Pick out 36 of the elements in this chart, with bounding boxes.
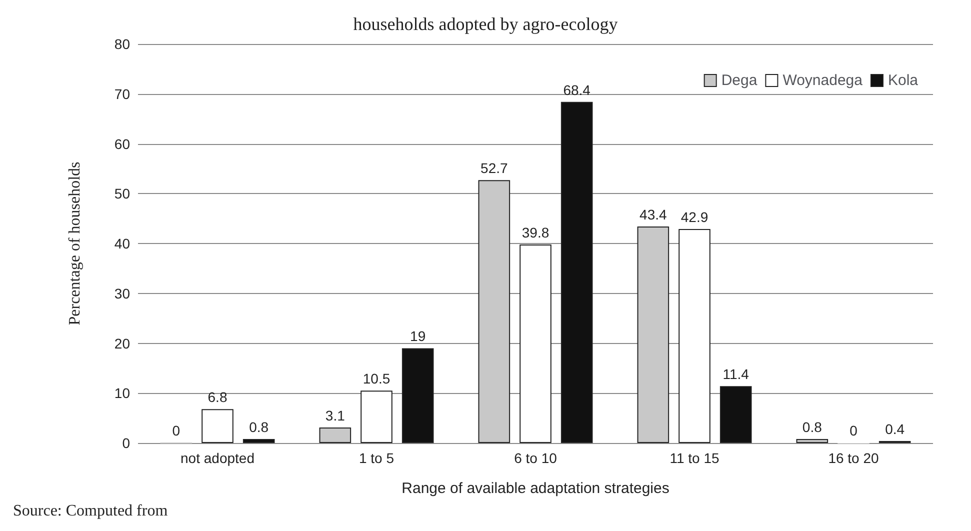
- data-label: 6.8: [208, 389, 228, 406]
- x-tick-label: not adopted: [180, 450, 254, 466]
- y-tick-label: 60: [114, 136, 130, 152]
- x-tick-label: 1 to 5: [358, 450, 394, 466]
- x-tick-label: 6 to 10: [514, 450, 558, 466]
- data-label: 11.4: [722, 366, 750, 382]
- data-label: 52.7: [480, 160, 508, 176]
- data-label: 42.9: [680, 209, 708, 226]
- data-label: 68.4: [563, 82, 591, 98]
- data-label: 43.4: [640, 206, 667, 223]
- chart-title: households adopted by agro-ecology: [353, 14, 618, 34]
- y-tick-label: 30: [114, 285, 130, 302]
- x-tick-label: 11 to 15: [670, 450, 720, 466]
- source-note: Source: Computed from: [13, 502, 168, 520]
- data-label: 0: [172, 422, 180, 438]
- x-tick-label: 16 to 20: [828, 450, 880, 466]
- legend-label: Kola: [888, 72, 919, 89]
- data-label: 39.8: [522, 224, 550, 240]
- legend-label: Woynadega: [782, 72, 864, 89]
- y-tick-label: 10: [114, 385, 130, 402]
- data-label: 3.1: [325, 408, 346, 424]
- y-axis-title: Percentage of households: [66, 162, 84, 326]
- data-label: 0.4: [885, 421, 905, 438]
- data-label: 10.5: [362, 370, 390, 387]
- data-label: 19: [410, 328, 426, 344]
- legend-label: Dega: [721, 72, 758, 89]
- data-label: 0.8: [249, 419, 269, 436]
- y-tick-label: 50: [114, 186, 130, 202]
- data-label: 0: [850, 422, 858, 438]
- y-tick-label: 70: [114, 86, 130, 102]
- y-tick-label: 80: [114, 36, 130, 52]
- y-tick-label: 20: [114, 335, 130, 352]
- y-tick-label: 40: [114, 236, 130, 252]
- y-tick-label: 0: [122, 435, 130, 451]
- data-label: 0.8: [802, 419, 822, 436]
- x-axis-title: Range of available adaptation strategies: [402, 480, 670, 497]
